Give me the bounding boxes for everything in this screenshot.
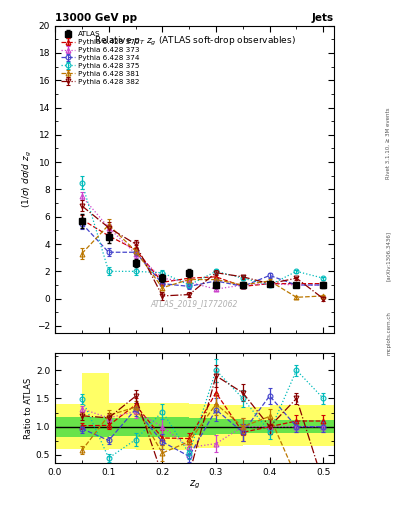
Text: mcplots.cern.ch: mcplots.cern.ch — [386, 311, 391, 355]
X-axis label: $z_g$: $z_g$ — [189, 479, 200, 491]
Text: Rivet 3.1.10, ≥ 3M events: Rivet 3.1.10, ≥ 3M events — [386, 108, 391, 179]
Y-axis label: $(1/\sigma)$ $d\sigma/d$ $z_g$: $(1/\sigma)$ $d\sigma/d$ $z_g$ — [21, 150, 34, 208]
Text: ATLAS_2019_I1772062: ATLAS_2019_I1772062 — [151, 299, 238, 308]
Legend: ATLAS, Pythia 6.428 370, Pythia 6.428 373, Pythia 6.428 374, Pythia 6.428 375, P: ATLAS, Pythia 6.428 370, Pythia 6.428 37… — [59, 29, 142, 87]
Text: Relative $p_T$ $z_g$ (ATLAS soft-drop observables): Relative $p_T$ $z_g$ (ATLAS soft-drop ob… — [94, 35, 296, 48]
Text: 13000 GeV pp: 13000 GeV pp — [55, 13, 137, 23]
Y-axis label: Ratio to ATLAS: Ratio to ATLAS — [24, 378, 33, 439]
Text: Jets: Jets — [312, 13, 334, 23]
Text: [arXiv:1306.3436]: [arXiv:1306.3436] — [386, 231, 391, 281]
